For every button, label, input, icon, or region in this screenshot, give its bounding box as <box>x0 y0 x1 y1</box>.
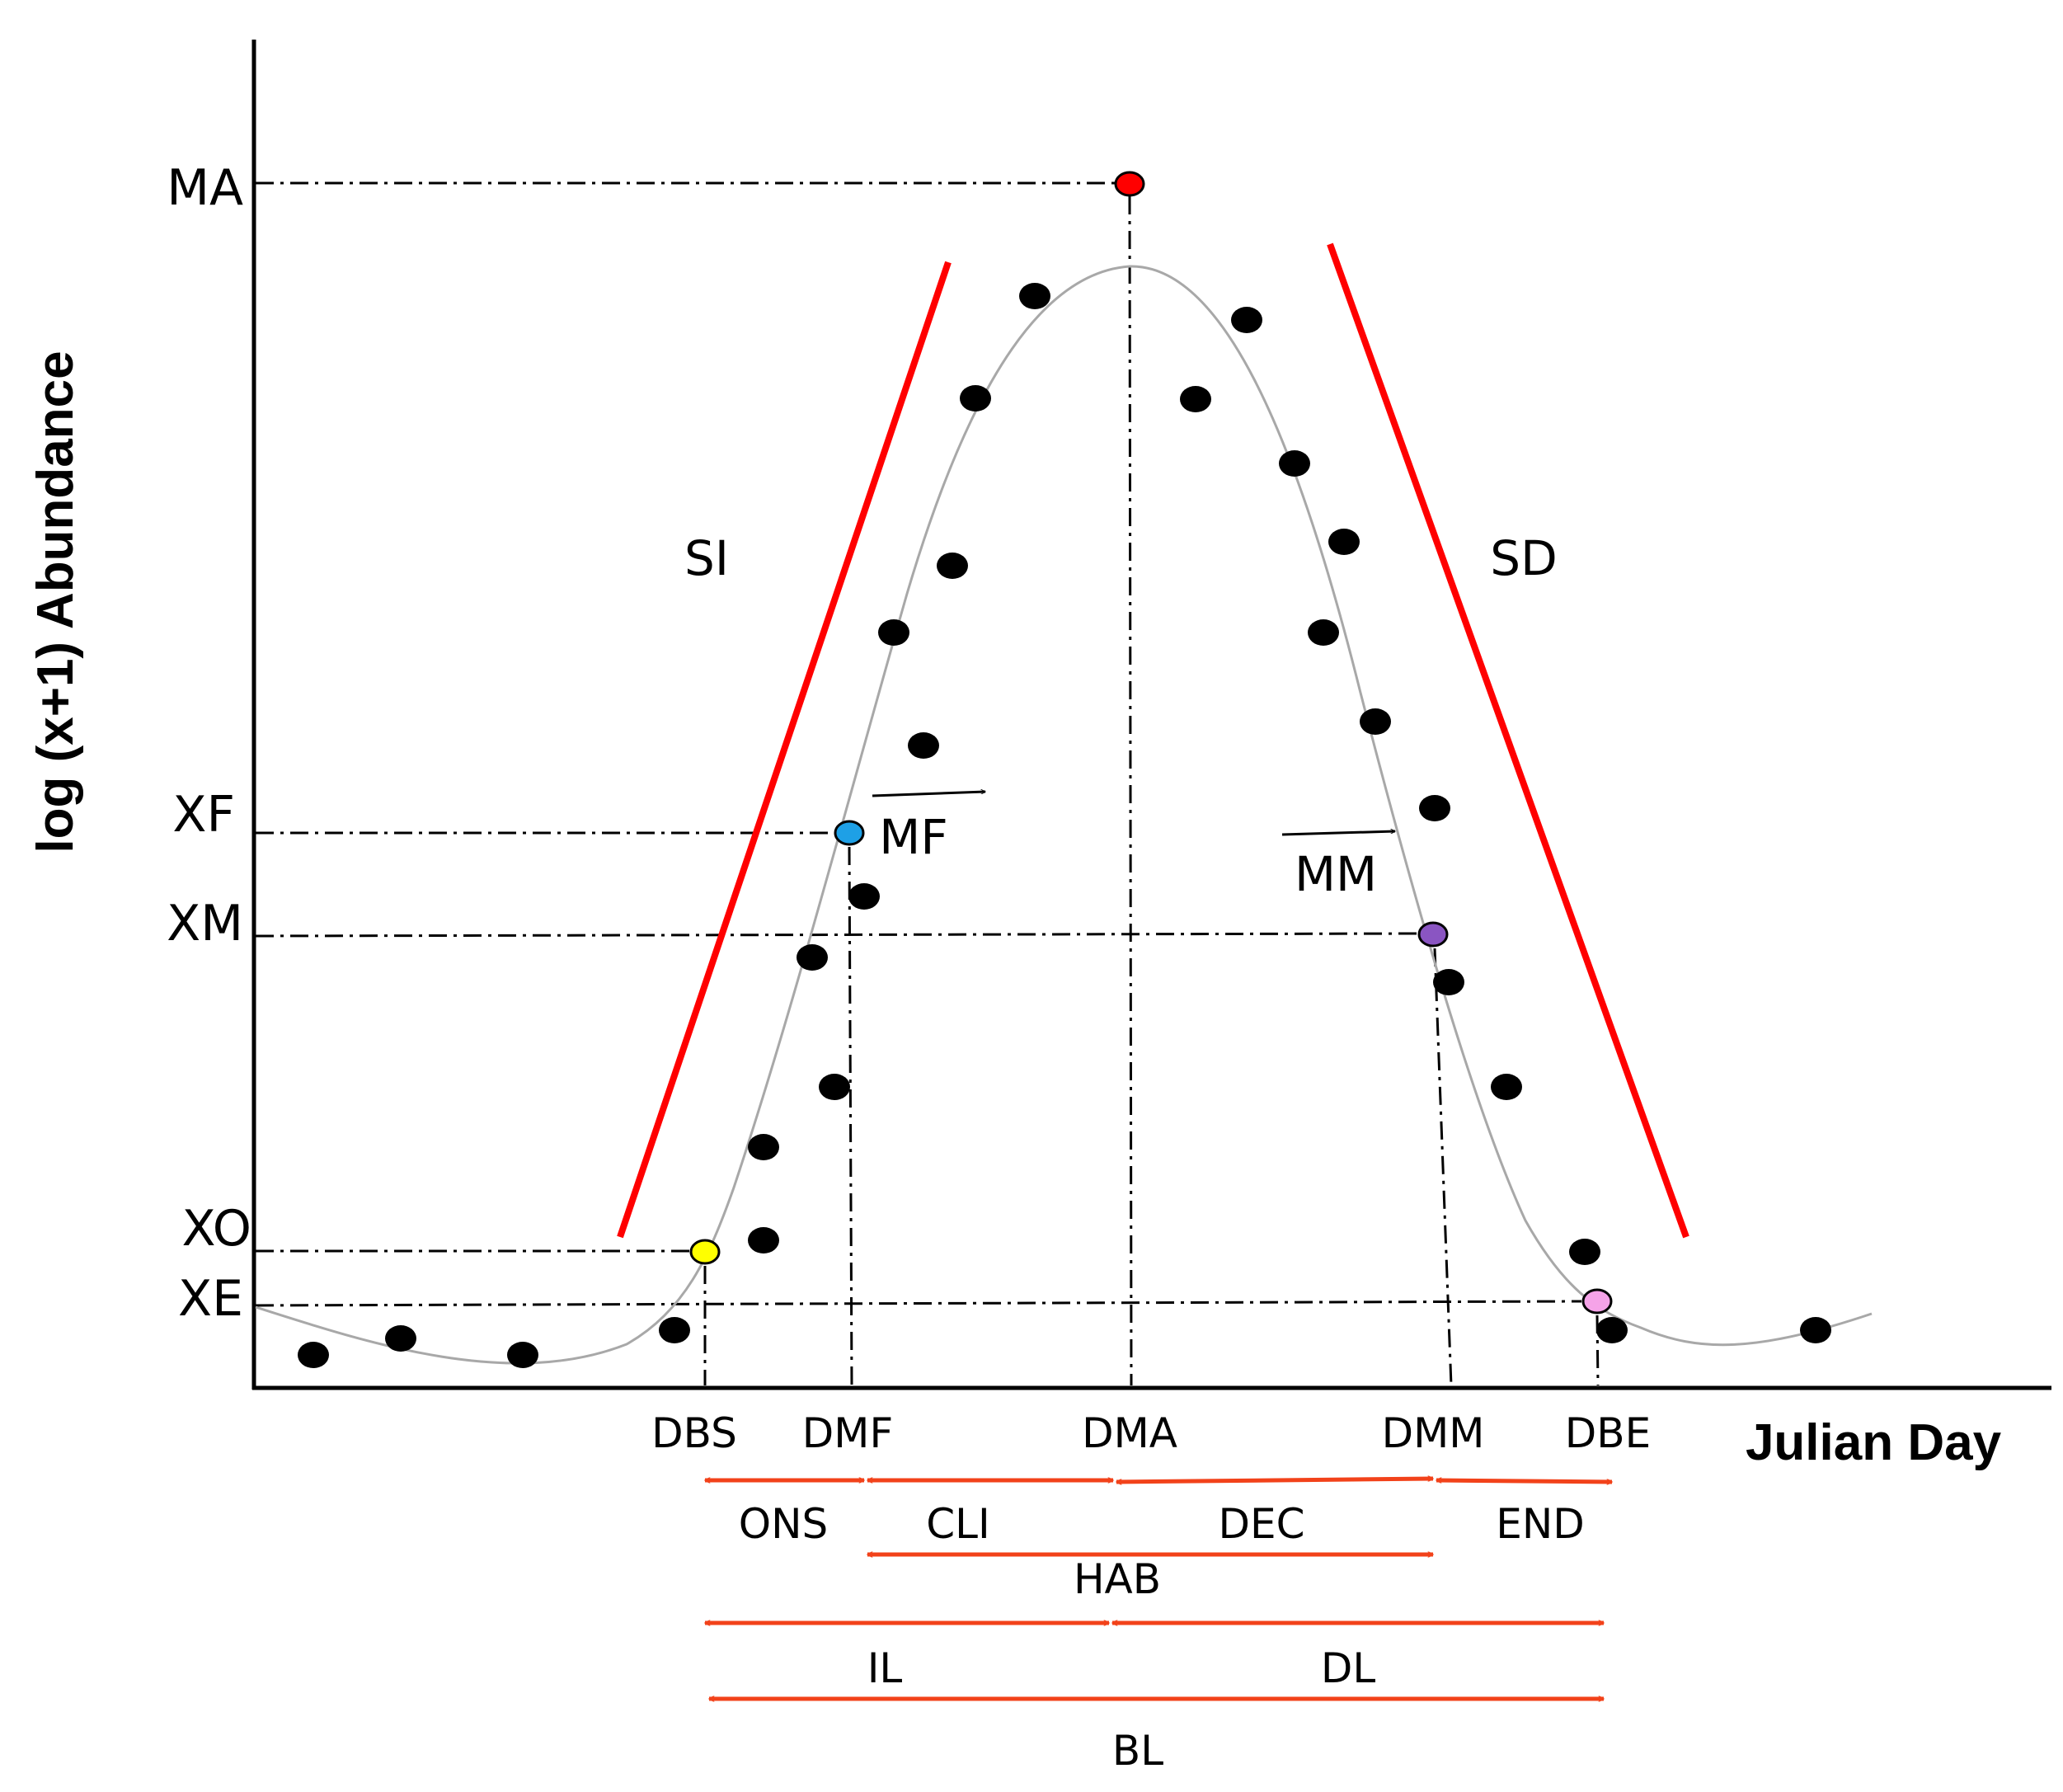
x-label-dbe: DBE <box>1565 1409 1651 1457</box>
x-label-dma: DMA <box>1082 1409 1177 1457</box>
guide-dmf-vertical <box>848 846 853 1386</box>
observation-point <box>507 1342 538 1368</box>
fitted-curve <box>255 265 1873 1365</box>
guide-dmm-vertical <box>1433 948 1453 1386</box>
observation-point <box>848 883 880 910</box>
guide-xm-horizontal <box>255 932 1417 938</box>
peak-marker <box>1114 171 1145 197</box>
phase-spans <box>705 1479 1612 1699</box>
first-move-marker <box>834 820 865 846</box>
slope-increase-label: SI <box>684 530 729 586</box>
axes <box>251 40 2051 1390</box>
y-label-ma: MA <box>167 159 243 217</box>
guide-xe-horizontal <box>255 1300 1582 1307</box>
observation-point <box>1433 969 1464 995</box>
y-label-xm: XM <box>167 895 243 952</box>
observation-point <box>960 385 991 412</box>
observation-point <box>1279 450 1310 477</box>
mm-arrow <box>1281 831 1395 836</box>
x-label-dmm: DMM <box>1382 1409 1485 1457</box>
observations <box>298 283 1831 1368</box>
guide-dma-vertical <box>1128 195 1133 1386</box>
observation-point <box>1569 1239 1600 1265</box>
x-axis-title: Julian Day <box>1746 1414 2002 1471</box>
observation-point <box>1231 307 1262 333</box>
observation-point <box>908 732 939 759</box>
slope-increase-line <box>617 261 952 1239</box>
end-span-arrow <box>1436 1480 1612 1482</box>
observation-point <box>1419 795 1450 821</box>
observation-point <box>385 1325 416 1352</box>
y-label-xo: XO <box>182 1200 252 1258</box>
dec-span-arrow <box>1116 1479 1433 1482</box>
observation-point <box>1308 619 1339 646</box>
observation-point <box>1596 1317 1628 1343</box>
observation-point <box>1180 386 1211 412</box>
phase-label-end: END <box>1496 1500 1585 1548</box>
slope-decrease-label: SD <box>1490 530 1557 586</box>
span-label-hab: HAB <box>1074 1555 1161 1603</box>
observation-point <box>1019 283 1050 309</box>
observation-point <box>878 619 909 646</box>
observation-point <box>748 1227 779 1253</box>
observation-point <box>659 1317 690 1343</box>
observation-point <box>797 944 828 971</box>
observation-point <box>937 553 968 579</box>
move-first-label: MF <box>879 809 947 865</box>
mf-arrow <box>872 792 985 797</box>
observation-point <box>1360 708 1391 735</box>
y-axis-title: log (x+1) Abundance <box>27 350 84 853</box>
phase-label-cli: CLI <box>926 1500 990 1548</box>
x-label-dmf: DMF <box>802 1409 893 1457</box>
phase-label-dec: DEC <box>1218 1500 1304 1548</box>
span-label-bl: BL <box>1112 1727 1163 1775</box>
observation-point <box>1800 1317 1831 1343</box>
x-label-dbs: DBS <box>651 1409 737 1457</box>
y-label-xe: XE <box>178 1270 243 1328</box>
phase-label-ons: ONS <box>739 1500 829 1548</box>
span-label-dl: DL <box>1321 1644 1376 1692</box>
key-markers <box>689 171 1613 1315</box>
span-label-il: IL <box>867 1644 903 1692</box>
observation-point <box>298 1342 329 1368</box>
move-main-label: MM <box>1295 846 1377 902</box>
onset-marker <box>689 1239 721 1265</box>
end-marker <box>1581 1288 1613 1315</box>
observation-point <box>748 1134 779 1160</box>
observation-point <box>819 1074 850 1100</box>
slope-decrease-line <box>1327 242 1689 1239</box>
guide-lines <box>255 181 1600 1386</box>
main-move-marker <box>1417 921 1449 948</box>
observation-point <box>1491 1074 1522 1100</box>
y-label-xf: XF <box>172 786 235 844</box>
observation-point <box>1328 529 1360 555</box>
